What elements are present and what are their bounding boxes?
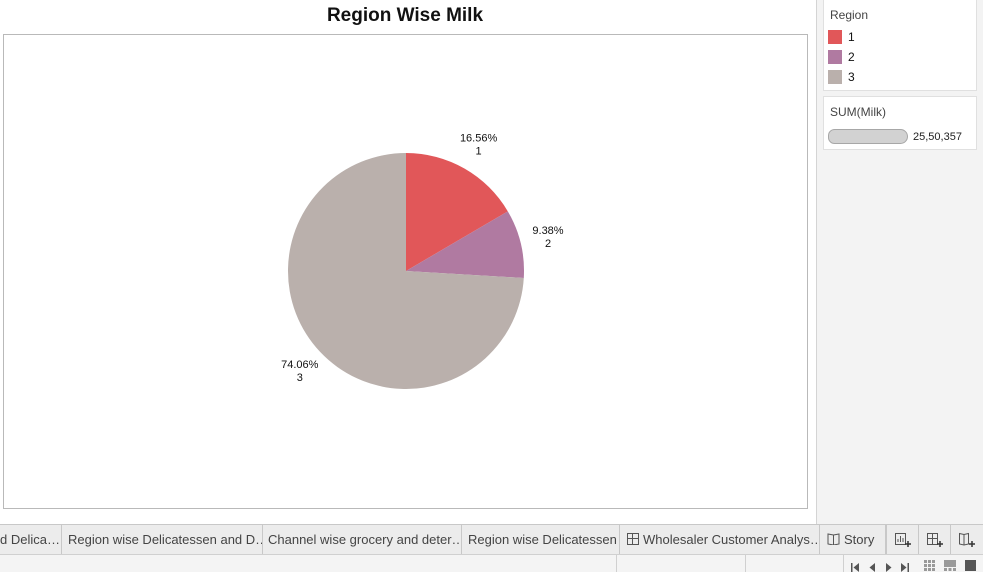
pie-chart: 16.56% 1 9.38% 2 74.06% 3: [281, 132, 564, 390]
pie-slice-1[interactable]: [406, 153, 508, 271]
chart-title: Region Wise Milk: [326, 5, 484, 26]
status-separator: [745, 555, 746, 572]
legend-swatch-3: [828, 70, 842, 84]
size-legend-title: SUM(Milk): [830, 105, 886, 119]
tab-label: Region wise Delicatessen: [468, 532, 617, 547]
worksheet-area: Region Wise Milk 16.56% 1 9.38% 2 74.06% 3: [3, 5, 808, 509]
slice-region-label: 1: [476, 145, 482, 157]
legend-item-1[interactable]: 1: [824, 27, 976, 47]
new-story-button[interactable]: [950, 525, 982, 554]
status-separator: [843, 555, 844, 572]
story-icon: [827, 526, 840, 554]
status-bar: [0, 555, 983, 572]
slice-percent-label: 74.06%: [281, 359, 319, 371]
legend-item-3[interactable]: 3: [824, 67, 976, 87]
legend-label-3: 3: [848, 70, 855, 84]
tab-label: Story: [844, 532, 875, 547]
slice-percent-label: 9.38%: [532, 225, 563, 237]
tab-channel-grocery[interactable]: Channel wise grocery and deter…: [263, 525, 462, 554]
slice-label-2: 9.38% 2: [532, 225, 563, 250]
tab-region-delicatessen[interactable]: Region wise Delicatessen: [462, 525, 620, 554]
tab-delicatessen-partial[interactable]: d Delica…: [0, 525, 62, 554]
pie-slice-3[interactable]: [287, 153, 524, 390]
panel-divider: [816, 0, 817, 524]
chart-frame: 16.56% 1 9.38% 2 74.06% 3: [3, 34, 808, 509]
legend-swatch-1: [828, 30, 842, 44]
pie-slice-2[interactable]: [406, 211, 524, 278]
status-separator: [616, 555, 617, 572]
legend-item-2[interactable]: 2: [824, 47, 976, 67]
size-legend-value: 25,50,357: [913, 131, 962, 143]
legend-label-1: 1: [848, 30, 855, 44]
new-worksheet-button[interactable]: [886, 525, 918, 554]
filmstrip-view-icon[interactable]: [944, 558, 956, 576]
color-legend: Region 1 2 3: [823, 0, 977, 91]
tab-label: Channel wise grocery and deter…: [268, 532, 462, 547]
tab-view-icon[interactable]: [965, 558, 976, 576]
first-sheet-icon[interactable]: [851, 559, 860, 577]
legend-swatch-2: [828, 50, 842, 64]
size-legend: SUM(Milk) 25,50,357: [823, 96, 977, 150]
legend-label-2: 2: [848, 50, 855, 64]
tab-story[interactable]: Story: [820, 525, 886, 554]
tab-label: d Delica…: [0, 532, 60, 547]
next-sheet-icon[interactable]: [885, 559, 892, 577]
grid-view-icon[interactable]: [924, 558, 935, 576]
last-sheet-icon[interactable]: [900, 559, 909, 577]
slice-region-label: 3: [297, 372, 303, 384]
slice-label-3: 74.06% 3: [281, 359, 319, 384]
new-dashboard-button[interactable]: [918, 525, 950, 554]
tab-label: Region wise Delicatessen and D…: [68, 532, 263, 547]
side-panel: Region 1 2 3 SUM(Milk) 25,50,357: [817, 0, 983, 524]
tab-label: Wholesaler Customer Analys…: [643, 532, 820, 547]
slice-region-label: 2: [545, 238, 551, 250]
tab-region-delicatessen-and-d[interactable]: Region wise Delicatessen and D…: [62, 525, 263, 554]
slice-percent-label: 16.56%: [460, 132, 498, 144]
tab-wholesaler-dashboard[interactable]: Wholesaler Customer Analys…: [620, 525, 820, 554]
dashboard-icon: [627, 526, 639, 554]
previous-sheet-icon[interactable]: [869, 559, 876, 577]
sheet-tab-bar: d Delica… Region wise Delicatessen and D…: [0, 524, 983, 555]
color-legend-title: Region: [830, 8, 869, 22]
size-legend-bar: [828, 129, 908, 144]
slice-label-1: 16.56% 1: [460, 132, 498, 157]
